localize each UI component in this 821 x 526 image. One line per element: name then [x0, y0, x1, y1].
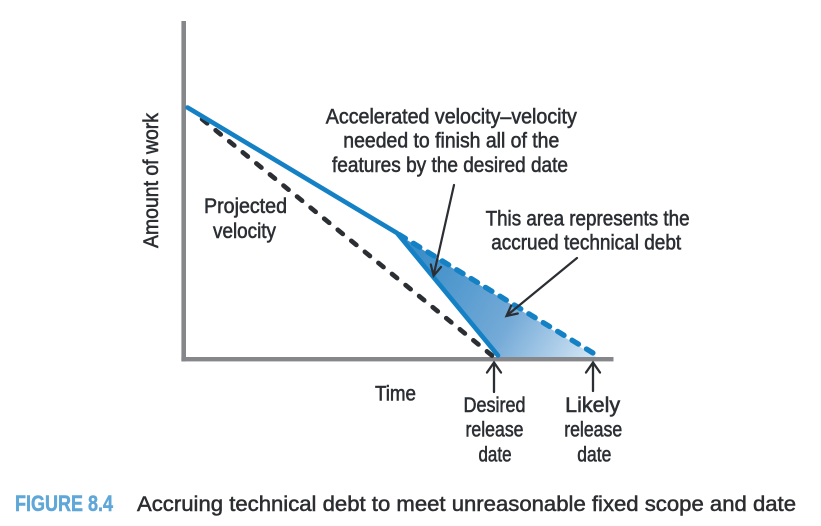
svg-text:release: release — [466, 419, 524, 442]
svg-text:FIGURE 8.4: FIGURE 8.4 — [15, 491, 114, 516]
svg-text:features by the desired date: features by the desired date — [332, 154, 568, 177]
svg-text:Accruing technical debt to mee: Accruing technical debt to meet unreason… — [137, 493, 796, 516]
svg-text:accrued technical debt: accrued technical debt — [491, 232, 681, 255]
svg-text:Desired: Desired — [464, 394, 526, 417]
svg-text:needed to finish all of the: needed to finish all of the — [343, 130, 559, 153]
svg-text:release: release — [564, 419, 622, 442]
svg-text:Projected: Projected — [204, 195, 287, 218]
svg-text:Likely: Likely — [565, 394, 620, 417]
svg-text:This area represents the: This area represents the — [486, 208, 690, 231]
svg-text:Accelerated velocity–velocity: Accelerated velocity–velocity — [326, 106, 577, 129]
svg-text:date: date — [479, 444, 512, 467]
svg-text:velocity: velocity — [213, 220, 276, 243]
svg-text:Amount of work: Amount of work — [140, 113, 163, 248]
svg-text:Time: Time — [375, 383, 416, 406]
svg-text:date: date — [577, 444, 611, 467]
